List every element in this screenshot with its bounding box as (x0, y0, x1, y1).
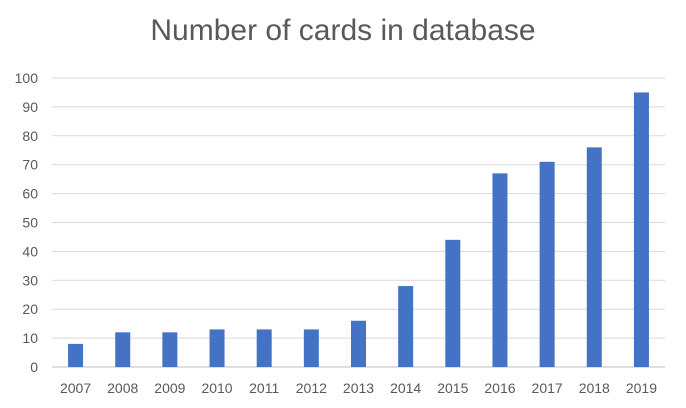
y-tick-label: 80 (22, 128, 38, 144)
x-tick-label: 2014 (390, 380, 421, 396)
x-tick-label: 2007 (60, 380, 91, 396)
bar (445, 239, 461, 367)
y-tick-label: 40 (22, 243, 38, 259)
x-tick-label: 2010 (201, 380, 232, 396)
y-tick-label: 100 (15, 70, 39, 86)
bar (586, 147, 602, 367)
x-tick-label: 2009 (154, 380, 185, 396)
y-tick-label: 20 (22, 301, 38, 317)
y-tick-label: 70 (22, 157, 38, 173)
y-tick-label: 90 (22, 99, 38, 115)
y-tick-label: 50 (22, 215, 38, 231)
x-tick-label: 2012 (296, 380, 327, 396)
x-tick-label: 2016 (484, 380, 515, 396)
bar (539, 161, 555, 367)
bar (209, 329, 225, 367)
x-tick-label: 2013 (343, 380, 374, 396)
bar (256, 329, 272, 367)
x-tick-label: 2018 (579, 380, 610, 396)
bar (68, 343, 84, 367)
chart-title: Number of cards in database (150, 14, 536, 47)
bar (633, 92, 649, 367)
y-tick-label: 60 (22, 186, 38, 202)
x-tick-label: 2008 (107, 380, 138, 396)
bar (398, 286, 414, 367)
bar (492, 173, 508, 367)
bar (303, 329, 319, 367)
y-tick-label: 10 (22, 330, 38, 346)
x-tick-label: 2019 (626, 380, 657, 396)
x-tick-label: 2015 (437, 380, 468, 396)
x-tick-label: 2017 (532, 380, 563, 396)
bar (115, 332, 131, 367)
bar (351, 320, 366, 367)
x-tick-label: 2011 (249, 380, 279, 396)
y-tick-label: 0 (30, 359, 38, 375)
y-tick-label: 30 (22, 272, 38, 288)
bar (162, 332, 178, 367)
